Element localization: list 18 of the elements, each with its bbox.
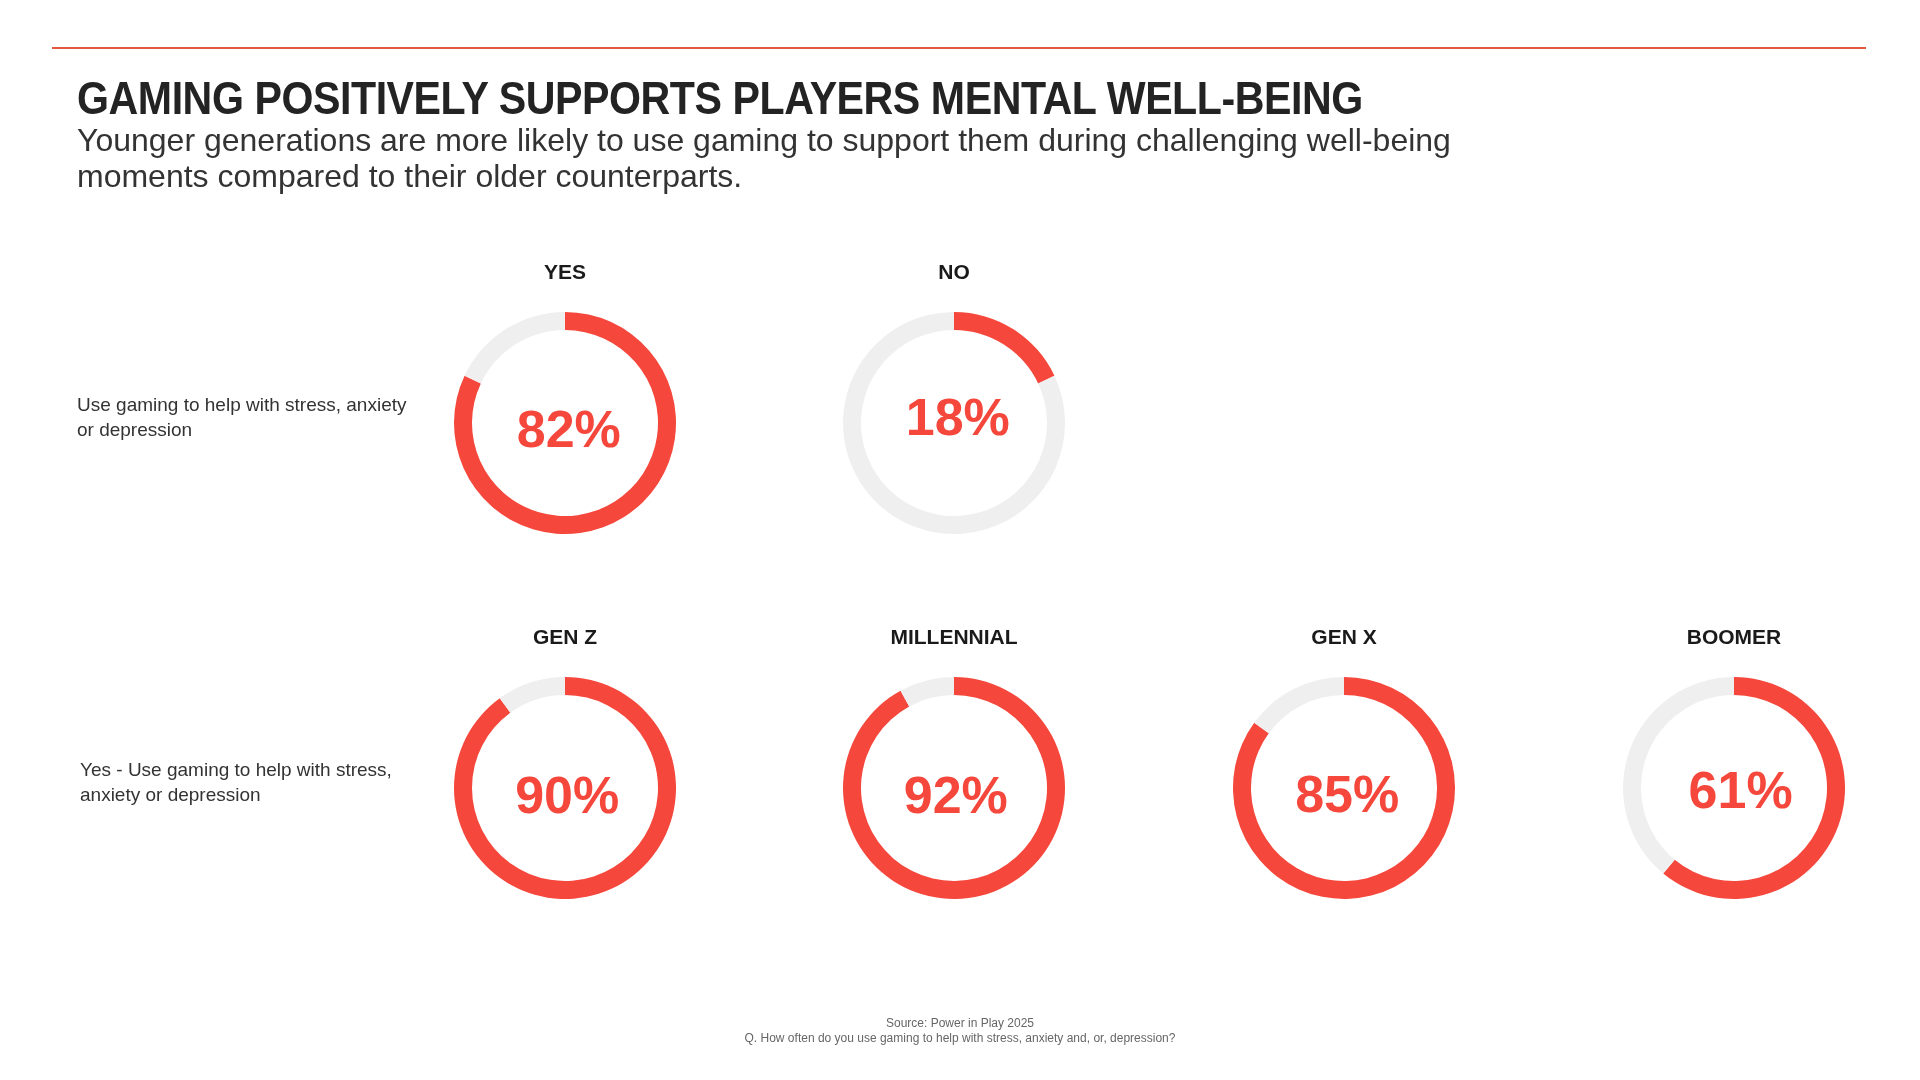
data-label: 82% xyxy=(516,399,621,458)
chart-title: GEN X xyxy=(1311,625,1377,648)
text: GAMING POSITIVELY SUPPORTS PLAYERS MENTAL WELL-BEING xyxy=(77,70,1363,125)
data-label: 85% xyxy=(1295,765,1400,824)
chart-title: YES xyxy=(543,260,587,283)
chart-title: NO xyxy=(938,260,970,283)
data-label: 18% xyxy=(905,388,1010,447)
text: Yes - Use gaming to help with stress, anxiety or depression xyxy=(80,758,393,807)
data-label: 92% xyxy=(903,765,1008,824)
text: Younger generations are more likely to use gaming to support them during challenging well-being moments compared to their older counterparts. xyxy=(77,122,1452,194)
text: Use gaming to help with stress, anxiety or depression xyxy=(77,393,408,442)
source-note: Source: Power in Play 2025 xyxy=(884,1016,1036,1031)
text: Q. How often do you use gaming to help with stress, anxiety and, or, depression? xyxy=(743,1031,1177,1046)
chart-title: BOOMER xyxy=(1686,625,1782,648)
chart-title: MILLENNIAL xyxy=(890,625,1018,648)
data-label: 61% xyxy=(1688,761,1793,820)
data-label: 90% xyxy=(515,765,620,824)
chart-title: GEN Z xyxy=(532,625,598,648)
